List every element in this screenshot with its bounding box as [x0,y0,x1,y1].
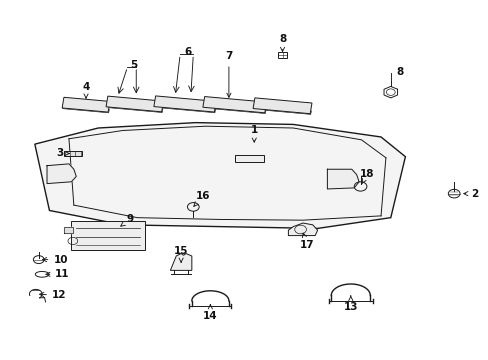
Text: 1: 1 [250,125,257,142]
Polygon shape [71,221,144,250]
FancyBboxPatch shape [253,106,311,114]
Text: 3: 3 [56,148,69,158]
Polygon shape [47,164,76,184]
Text: 18: 18 [359,168,374,184]
Polygon shape [35,123,405,228]
Text: 7: 7 [225,51,232,97]
FancyBboxPatch shape [234,154,264,162]
Text: 15: 15 [174,246,188,262]
Text: 5: 5 [129,59,137,69]
Text: 8: 8 [396,67,403,77]
Text: 17: 17 [299,233,314,250]
Polygon shape [288,223,317,235]
Text: 10: 10 [42,255,68,265]
Text: 12: 12 [40,291,66,301]
FancyBboxPatch shape [62,97,110,112]
FancyBboxPatch shape [154,96,216,112]
Text: 4: 4 [82,82,89,98]
Text: 11: 11 [46,269,70,279]
Text: 2: 2 [463,189,478,199]
FancyBboxPatch shape [203,96,266,113]
Text: 16: 16 [193,191,210,206]
FancyBboxPatch shape [253,98,311,114]
Polygon shape [327,169,358,189]
FancyBboxPatch shape [203,104,265,113]
FancyBboxPatch shape [278,52,286,58]
Text: 9: 9 [121,215,133,226]
Polygon shape [170,253,191,270]
FancyBboxPatch shape [62,105,109,113]
Text: 14: 14 [203,305,217,320]
FancyBboxPatch shape [106,96,163,112]
FancyBboxPatch shape [106,104,163,113]
Polygon shape [64,226,73,233]
Text: 8: 8 [278,34,285,51]
FancyBboxPatch shape [154,104,215,113]
FancyBboxPatch shape [63,150,82,156]
Text: 13: 13 [343,296,357,312]
Text: 6: 6 [184,46,192,57]
